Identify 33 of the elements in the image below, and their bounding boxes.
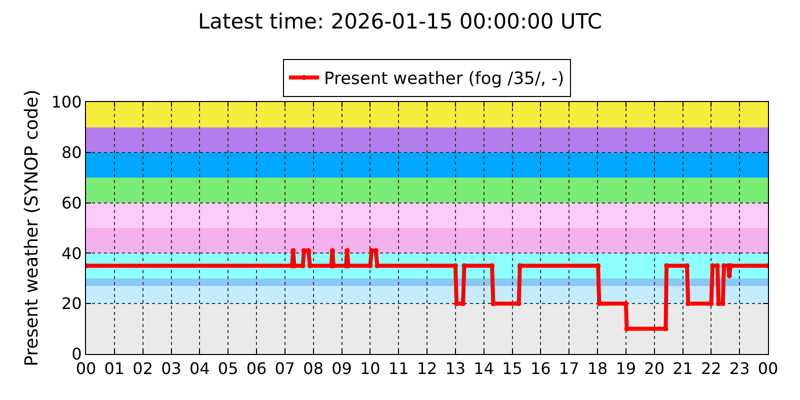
y-tick-label: 100 <box>51 92 82 112</box>
x-tick-label: 17 <box>558 359 580 378</box>
x-tick-label: 07 <box>274 359 296 378</box>
y-tick-label: 80 <box>61 143 82 162</box>
x-tick-label: 03 <box>161 359 182 378</box>
x-tick-label: 02 <box>132 359 154 378</box>
x-tick-label: 06 <box>246 359 267 378</box>
x-tick-label: 16 <box>530 359 551 378</box>
x-tick-label: 15 <box>502 359 522 378</box>
chart-title: Latest time: 2026-01-15 00:00:00 UTC <box>198 10 602 34</box>
x-tick-label: 01 <box>104 359 125 378</box>
x-tick-label: 23 <box>729 359 750 378</box>
y-tick-label: 20 <box>61 294 82 314</box>
x-tick-label: 08 <box>303 359 324 378</box>
x-tick-label: 14 <box>474 359 494 378</box>
x-tick-label: 13 <box>445 359 466 378</box>
x-tick-label: 11 <box>388 359 409 378</box>
x-tick-label: 09 <box>332 359 352 378</box>
x-tick-label: 05 <box>218 359 238 378</box>
x-tick-label: 22 <box>700 359 722 378</box>
x-tick-label: 12 <box>416 359 438 378</box>
y-tick-label: 60 <box>61 193 82 212</box>
x-tick-label: 00 <box>76 359 96 378</box>
x-tick-label: 00 <box>758 359 778 378</box>
x-tick-label: 04 <box>189 359 210 378</box>
x-tick-label: 19 <box>616 359 636 378</box>
x-tick-label: 20 <box>644 359 665 378</box>
x-tick-label: 10 <box>360 359 380 378</box>
x-tick-label: 21 <box>672 359 693 378</box>
y-axis-title: Present weather (SYNOP code) <box>21 90 42 366</box>
legend-label: Present weather (fog /35/, -) <box>324 69 564 90</box>
y-tick-label: 40 <box>61 244 82 263</box>
x-tick-label: 18 <box>587 359 608 378</box>
